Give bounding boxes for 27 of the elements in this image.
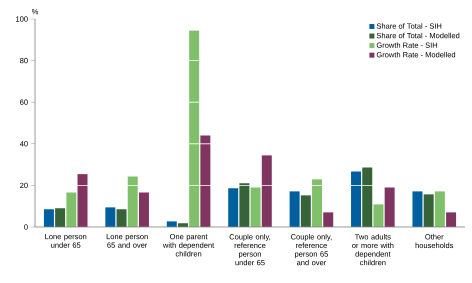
bar: [290, 191, 300, 227]
bar: [128, 176, 138, 227]
bar: [384, 187, 395, 227]
bar: [351, 171, 362, 227]
bar: [373, 204, 384, 227]
bar: [424, 194, 434, 227]
bar: [323, 212, 334, 227]
bar: [189, 30, 200, 227]
bar: [262, 155, 272, 227]
bar: [300, 195, 311, 227]
bar: [412, 191, 422, 227]
bar: [446, 212, 456, 227]
bar: [362, 168, 372, 227]
bar: [78, 174, 88, 227]
bar: [434, 191, 445, 227]
bar: [178, 223, 188, 227]
bar: [138, 192, 149, 227]
bar: [55, 208, 66, 227]
bar: [105, 207, 116, 227]
bar: [116, 209, 127, 227]
bar: [250, 187, 261, 227]
bar: [228, 188, 238, 227]
bar: [66, 192, 76, 227]
bar: [200, 135, 210, 227]
bar: [312, 179, 322, 227]
bar: [239, 183, 250, 227]
bar: [44, 209, 54, 227]
